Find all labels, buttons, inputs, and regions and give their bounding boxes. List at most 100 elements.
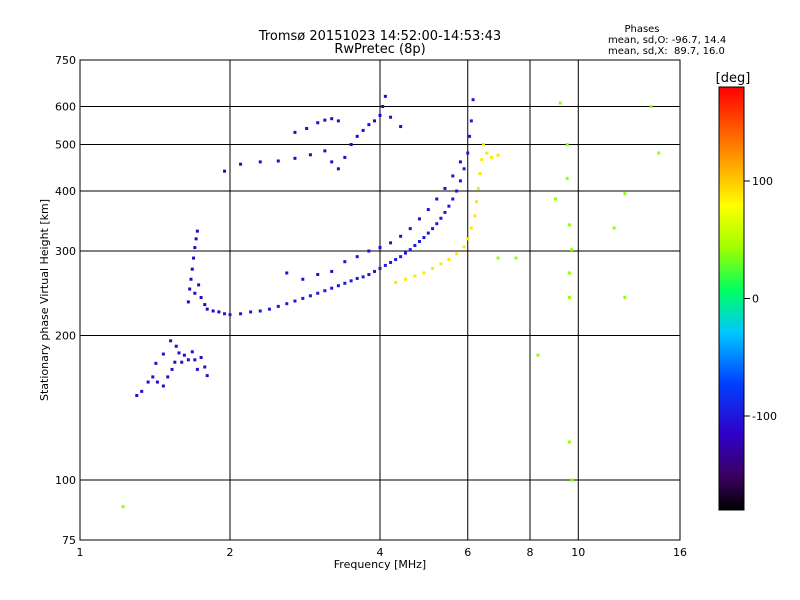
data-point	[203, 365, 207, 369]
data-point	[435, 222, 439, 226]
data-point	[447, 204, 451, 208]
data-point	[330, 160, 334, 164]
data-point	[373, 119, 377, 123]
data-point	[285, 271, 289, 275]
y-tick-label: 200	[55, 330, 76, 343]
x-tick-label: 16	[673, 546, 687, 559]
data-point	[399, 255, 403, 259]
data-point	[170, 367, 174, 371]
data-point	[186, 358, 190, 362]
data-point	[301, 277, 305, 281]
y-axis-label: Stationary phase Virtual Height [km]	[38, 199, 51, 401]
phase-stats-heading: Phases	[624, 24, 659, 35]
data-point	[480, 158, 484, 162]
data-point	[239, 312, 243, 316]
data-point	[189, 277, 193, 281]
series-multi-hop-spread	[223, 94, 403, 173]
colorbar-tick-label: -100	[752, 410, 777, 423]
x-axis-label: Frequency [MHz]	[334, 558, 426, 571]
x-axis-ticks: 1 2 4 6 8 10 16	[77, 546, 688, 559]
data-point	[155, 380, 159, 384]
colorbar-ticks: 100 0 -100	[744, 175, 777, 423]
data-point	[285, 302, 289, 306]
data-point	[188, 287, 192, 291]
series-f2-upper-scatter	[285, 160, 462, 281]
data-point	[166, 375, 170, 379]
data-point	[228, 313, 232, 317]
data-point	[408, 227, 412, 231]
data-point	[443, 186, 447, 190]
data-point	[146, 380, 150, 384]
data-point	[649, 105, 653, 109]
data-point	[336, 167, 340, 171]
data-point	[193, 291, 197, 295]
data-point	[475, 200, 479, 204]
data-point	[349, 279, 353, 283]
data-point	[276, 159, 280, 163]
data-point	[417, 240, 421, 244]
data-point	[203, 303, 207, 307]
data-point	[373, 269, 377, 273]
data-point	[367, 249, 371, 253]
y-tick-label: 500	[55, 139, 76, 152]
data-point	[426, 231, 430, 235]
data-point	[316, 273, 320, 277]
x-tick-label: 2	[227, 546, 234, 559]
data-point	[193, 358, 197, 362]
data-point	[343, 260, 347, 264]
data-point	[558, 101, 562, 105]
data-point	[455, 252, 459, 256]
data-point	[174, 344, 178, 348]
data-point	[193, 246, 197, 250]
data-point	[316, 121, 320, 125]
data-point	[180, 360, 184, 364]
data-point	[192, 256, 196, 260]
data-point	[161, 384, 165, 388]
data-point	[173, 360, 177, 364]
data-point	[408, 248, 412, 252]
data-point	[349, 143, 353, 147]
data-point	[466, 151, 470, 155]
data-point	[462, 245, 466, 249]
data-point	[293, 156, 297, 160]
data-point	[567, 271, 571, 275]
data-point	[462, 167, 466, 171]
data-point	[177, 351, 181, 355]
data-point	[323, 289, 327, 293]
y-axis-ticks: 75 100 200 300 400 500 600 750	[55, 54, 76, 547]
data-point	[195, 229, 199, 233]
data-point	[161, 352, 165, 356]
data-point	[439, 216, 443, 220]
data-point	[399, 234, 403, 238]
series-f1-cusp	[186, 229, 221, 314]
chart-title: Tromsø 20151023 14:52:00-14:53:43	[258, 29, 501, 44]
data-point	[403, 277, 407, 281]
data-point	[383, 94, 387, 98]
data-point	[399, 125, 403, 129]
y-tick-label: 100	[55, 474, 76, 487]
x-tick-label: 8	[527, 546, 534, 559]
data-point	[217, 310, 221, 314]
colorbar-label: [deg]	[716, 71, 751, 86]
data-point	[473, 214, 477, 218]
data-point	[140, 389, 144, 393]
data-point	[258, 309, 262, 313]
data-point	[293, 299, 297, 303]
grid-lines	[80, 60, 680, 540]
data-point	[623, 192, 627, 196]
x-tick-label: 6	[464, 546, 471, 559]
data-point	[394, 280, 398, 284]
data-point	[267, 307, 271, 311]
data-point	[567, 440, 571, 444]
data-point	[657, 151, 661, 155]
data-point	[490, 155, 494, 159]
series-low-e-region-trace	[135, 339, 209, 398]
data-point	[190, 267, 194, 271]
data-point	[293, 130, 297, 134]
x-tick-label: 1	[77, 546, 84, 559]
data-point	[330, 286, 334, 290]
colorbar	[718, 86, 745, 511]
data-point	[249, 310, 253, 314]
data-point	[469, 119, 473, 123]
